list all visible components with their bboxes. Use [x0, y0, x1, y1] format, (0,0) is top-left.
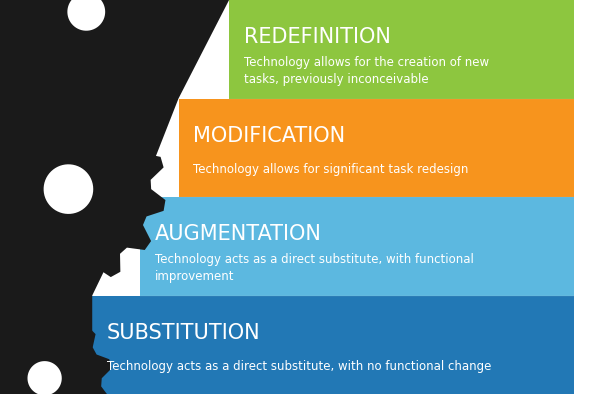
Polygon shape	[178, 98, 574, 197]
Polygon shape	[0, 0, 229, 394]
Polygon shape	[0, 91, 165, 287]
Text: Technology acts as a direct substitute, with functional
improvement: Technology acts as a direct substitute, …	[155, 253, 474, 283]
Text: AUGMENTATION: AUGMENTATION	[155, 225, 321, 244]
Polygon shape	[140, 197, 574, 296]
Text: SUBSTITUTION: SUBSTITUTION	[107, 323, 261, 343]
Polygon shape	[0, 312, 111, 394]
Text: Technology allows for significant task redesign: Technology allows for significant task r…	[193, 163, 469, 176]
Polygon shape	[229, 0, 574, 98]
Polygon shape	[12, 0, 161, 86]
Text: MODIFICATION: MODIFICATION	[193, 126, 346, 146]
Text: REDEFINITION: REDEFINITION	[244, 28, 391, 47]
Text: Technology acts as a direct substitute, with no functional change: Technology acts as a direct substitute, …	[107, 360, 491, 373]
Polygon shape	[92, 296, 574, 394]
Polygon shape	[27, 361, 62, 394]
Text: Technology allows for the creation of new
tasks, previously inconceivable: Technology allows for the creation of ne…	[244, 56, 489, 86]
Polygon shape	[67, 0, 105, 31]
Polygon shape	[43, 164, 93, 214]
Polygon shape	[574, 0, 595, 394]
